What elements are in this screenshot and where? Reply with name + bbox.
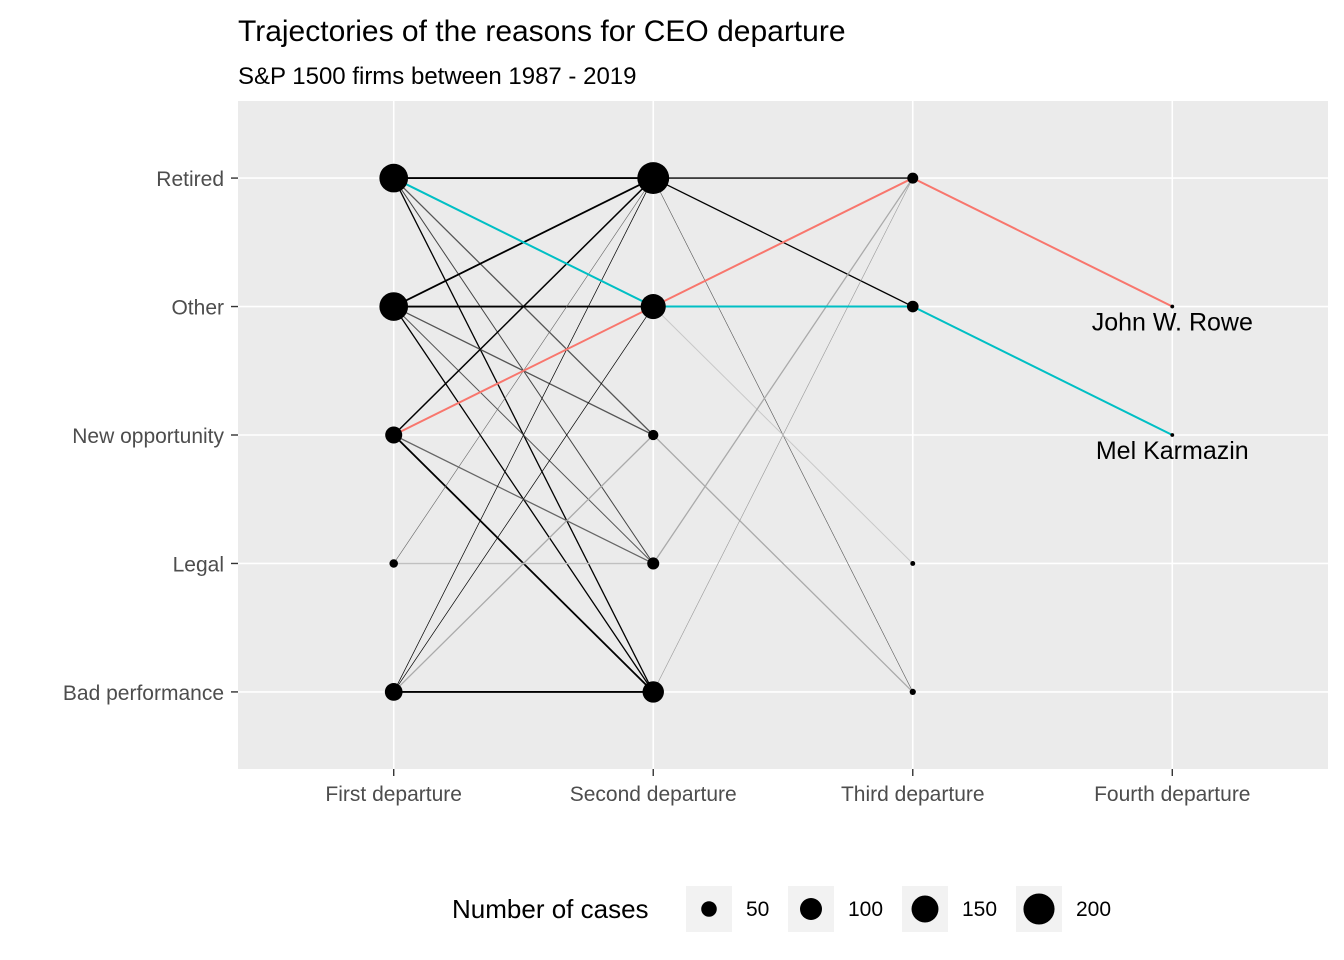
trajectory-nodes (379, 162, 1175, 703)
legend-point-3 (1023, 893, 1055, 925)
highlight-path-1 (393, 177, 1173, 436)
highlight-paths (393, 176, 1173, 436)
x-tick-label-2: Third departure (841, 783, 985, 806)
y-tick-label-2: New opportunity (72, 425, 224, 448)
node-point-7 (648, 429, 659, 441)
axes: First departure Second departure Third dep… (63, 168, 1251, 806)
node-point-5 (637, 162, 670, 195)
legend-point-1 (800, 898, 822, 920)
node-point-9 (642, 681, 664, 703)
legend-label-2: 150 (962, 898, 997, 921)
highlight-labels: John W. Rowe Mel Karmazin (1092, 309, 1253, 465)
node-point-13 (909, 688, 916, 696)
trajectory-link-24 (652, 177, 914, 564)
node-point-8 (647, 557, 660, 570)
legend-point-0 (701, 901, 717, 917)
chart-subtitle: S&P 1500 firms between 1987 - 2019 (238, 63, 636, 90)
chart-title: Trajectories of the reasons for CEO depa… (238, 15, 846, 48)
y-tick-label-1: Legal (173, 553, 224, 576)
x-tick-label-3: Fourth departure (1094, 783, 1250, 806)
node-point-1 (379, 292, 409, 321)
trajectory-link-16 (393, 434, 654, 693)
highlight-label-0: John W. Rowe (1092, 309, 1253, 337)
node-point-4 (384, 683, 403, 701)
node-point-11 (906, 300, 919, 313)
highlight-path-0 (393, 176, 1173, 436)
trajectory-link-15 (393, 306, 654, 693)
node-point-0 (379, 163, 409, 193)
trajectory-link-14 (393, 177, 654, 693)
legend-label-1: 100 (848, 898, 883, 921)
trajectory-link-22 (652, 434, 914, 693)
highlight-label-1: Mel Karmazin (1096, 437, 1249, 465)
node-point-3 (389, 559, 398, 568)
legend-label-3: 200 (1076, 898, 1111, 921)
node-point-12 (910, 561, 916, 566)
node-point-6 (640, 293, 666, 320)
trajectory-link-23 (652, 177, 914, 693)
y-tick-label-0: Bad performance (63, 682, 224, 705)
node-point-10 (907, 172, 919, 184)
legend-label-0: 50 (746, 898, 769, 921)
size-legend: Number of cases 50 100 150 200 (452, 886, 1111, 932)
node-point-15 (1170, 433, 1175, 437)
trajectory-link-9 (393, 177, 654, 436)
x-tick-label-0: First departure (325, 783, 462, 806)
legend-title: Number of cases (452, 894, 649, 924)
y-tick-label-3: Other (171, 297, 224, 320)
node-point-14 (1170, 304, 1175, 309)
y-tick-label-4: Retired (156, 168, 224, 191)
node-point-2 (385, 426, 403, 444)
x-tick-label-1: Second departure (570, 783, 737, 806)
legend-point-2 (911, 895, 939, 923)
